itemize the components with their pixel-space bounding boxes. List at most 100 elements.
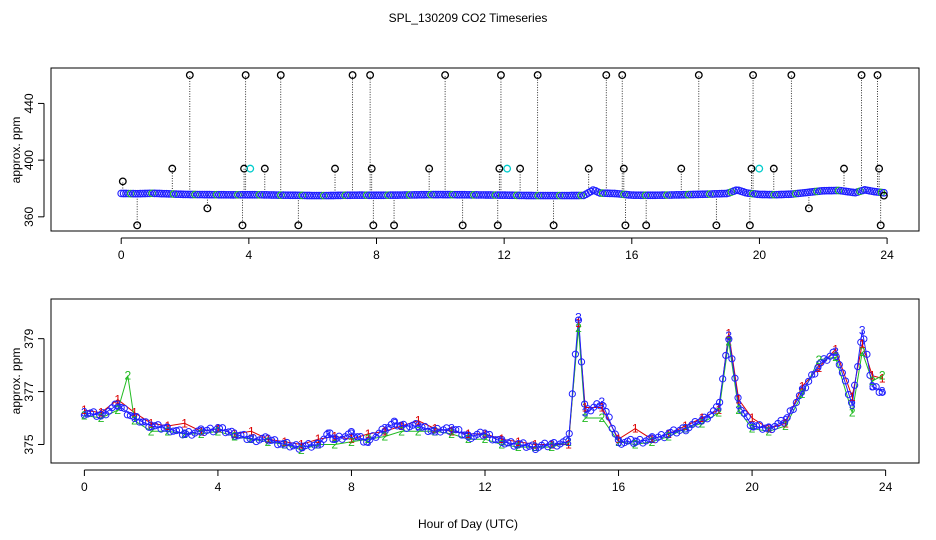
series-3-label: 3 xyxy=(331,432,338,446)
cyan-point xyxy=(246,164,255,173)
minute-point xyxy=(725,335,733,343)
minute-point xyxy=(280,439,288,448)
baseline-point xyxy=(505,191,514,200)
baseline-point xyxy=(756,190,764,199)
series-3-label: 3 xyxy=(649,432,656,446)
baseline-point xyxy=(620,190,628,199)
series-2-label: 2 xyxy=(281,437,288,451)
minute-point xyxy=(157,425,165,433)
minute-point xyxy=(571,350,579,358)
spike-point xyxy=(621,221,630,230)
series-2-label: 2 xyxy=(715,406,722,420)
minute-point xyxy=(719,375,727,383)
baseline-point xyxy=(446,190,454,199)
series-2-label: 2 xyxy=(832,350,839,364)
baseline-point xyxy=(243,190,252,199)
series-3-label: 3 xyxy=(248,432,255,446)
baseline-point xyxy=(715,189,724,198)
baseline-point xyxy=(529,191,538,200)
top-axes: 0 4 8 12 16 20 24 360 400 440 xyxy=(22,93,894,262)
series-1-label: 1 xyxy=(482,427,489,441)
series-2-label: 2 xyxy=(735,403,742,417)
top-plot-frame xyxy=(50,67,920,232)
baseline-point xyxy=(746,189,755,198)
minute-point xyxy=(452,426,460,434)
baseline-point xyxy=(658,191,667,200)
series-1-label: 1 xyxy=(715,403,722,417)
baseline-point xyxy=(834,186,843,195)
top-x-tick-label: 20 xyxy=(753,248,767,262)
baseline-point xyxy=(248,190,257,199)
baseline-point xyxy=(660,191,669,199)
baseline-point xyxy=(141,189,149,198)
baseline-point xyxy=(541,191,550,200)
spike-point xyxy=(857,71,866,80)
baseline-point xyxy=(222,190,230,199)
baseline-point xyxy=(348,191,357,200)
series-3-label: 3 xyxy=(799,385,806,399)
series-3-label: 3 xyxy=(215,422,222,436)
baseline-point xyxy=(210,190,219,199)
baseline-point xyxy=(603,189,612,198)
minute-point xyxy=(832,352,840,361)
baseline-point xyxy=(689,190,698,199)
spike-point xyxy=(238,221,247,230)
baseline-point xyxy=(262,191,271,199)
baseline-point xyxy=(293,191,302,200)
minute-point xyxy=(860,335,868,343)
series-3-label: 3 xyxy=(532,440,539,454)
series-3-label: 3 xyxy=(879,385,886,399)
baseline-point xyxy=(274,191,283,199)
series-1-label: 1 xyxy=(465,427,472,441)
baseline-point xyxy=(312,191,321,200)
series-3-label: 3 xyxy=(548,437,555,451)
top-y-tick-label: 360 xyxy=(22,206,36,226)
series-1-label: 1 xyxy=(682,419,689,433)
minute-point xyxy=(246,435,254,443)
baseline-point xyxy=(346,191,354,200)
spike-point xyxy=(441,71,450,80)
minute-point xyxy=(841,377,850,385)
baseline-point xyxy=(379,191,388,200)
series-1-label: 1 xyxy=(81,403,88,417)
minute-point xyxy=(596,402,604,410)
baseline-point xyxy=(226,190,235,199)
series-1-label: 1 xyxy=(348,432,355,446)
baseline-point xyxy=(200,190,209,199)
series-3-label: 3 xyxy=(699,414,706,428)
series-1-label: 1 xyxy=(599,400,606,414)
baseline-point xyxy=(403,191,412,199)
minute-point xyxy=(605,413,613,421)
baseline-point xyxy=(572,191,581,200)
minute-point xyxy=(215,424,224,432)
minute-point xyxy=(139,418,147,426)
bottom-x-tick-label: 16 xyxy=(612,480,626,494)
spike-point xyxy=(677,164,686,173)
bottom-x-tick-label: 20 xyxy=(745,480,759,494)
baseline-point xyxy=(753,190,762,199)
series-1-label: 1 xyxy=(575,316,582,330)
series-2-label: 2 xyxy=(565,435,572,449)
spike-point xyxy=(493,221,502,230)
minute-point xyxy=(510,442,518,450)
bottom-x-tick-label: 24 xyxy=(879,480,893,494)
minute-point xyxy=(525,442,533,450)
series-2-label: 2 xyxy=(632,437,639,451)
series-2-label: 2 xyxy=(682,422,689,436)
minute-point xyxy=(602,407,610,416)
baseline-point xyxy=(153,189,161,198)
baseline-point xyxy=(679,190,688,199)
baseline-point xyxy=(801,188,810,197)
spike-point xyxy=(425,164,434,173)
baseline-point xyxy=(303,191,311,200)
baseline-point xyxy=(524,191,533,200)
series-2-label: 2 xyxy=(799,387,806,401)
baseline-point xyxy=(453,190,462,199)
baseline-point xyxy=(758,190,767,199)
baseline-point xyxy=(717,189,726,198)
series-3-label: 3 xyxy=(765,422,772,436)
baseline-point xyxy=(617,190,626,199)
baseline-point xyxy=(498,191,507,199)
series-1-label: 1 xyxy=(432,422,439,436)
